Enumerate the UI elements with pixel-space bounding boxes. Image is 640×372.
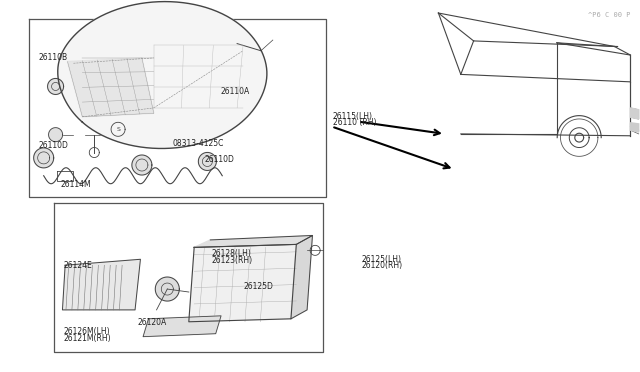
Text: ^P6 C 00 P: ^P6 C 00 P: [588, 12, 630, 18]
Text: 26115(LH): 26115(LH): [333, 112, 372, 121]
Text: 26120A: 26120A: [138, 318, 167, 327]
Text: 26123(RH): 26123(RH): [211, 256, 252, 265]
Polygon shape: [58, 1, 267, 148]
Polygon shape: [143, 316, 221, 337]
Polygon shape: [630, 108, 639, 119]
Polygon shape: [194, 235, 312, 247]
Text: 26110D: 26110D: [205, 155, 235, 164]
Polygon shape: [132, 155, 152, 175]
Text: 26120(RH): 26120(RH): [362, 262, 403, 270]
Text: 26110A: 26110A: [221, 87, 250, 96]
Polygon shape: [189, 244, 296, 322]
Text: 26125D: 26125D: [243, 282, 273, 291]
Polygon shape: [67, 58, 154, 117]
Text: 26128(LH): 26128(LH): [211, 249, 251, 258]
Text: 26124E: 26124E: [64, 262, 93, 270]
Polygon shape: [63, 259, 140, 310]
Polygon shape: [291, 235, 312, 319]
Polygon shape: [49, 128, 63, 142]
Text: 26110D: 26110D: [38, 141, 68, 150]
Polygon shape: [630, 123, 639, 132]
Text: 26126M(LH): 26126M(LH): [64, 327, 111, 336]
Text: 26121M(RH): 26121M(RH): [64, 334, 111, 343]
Polygon shape: [156, 277, 179, 301]
Text: 26110B: 26110B: [38, 53, 68, 62]
Polygon shape: [198, 153, 216, 170]
Text: S: S: [116, 127, 120, 132]
Polygon shape: [47, 78, 63, 94]
Text: 26114M: 26114M: [61, 180, 92, 189]
Text: 26110 (RH): 26110 (RH): [333, 118, 376, 127]
Text: 26125(LH): 26125(LH): [362, 255, 402, 264]
Text: 08313-4125C: 08313-4125C: [173, 139, 224, 148]
Polygon shape: [34, 148, 54, 168]
